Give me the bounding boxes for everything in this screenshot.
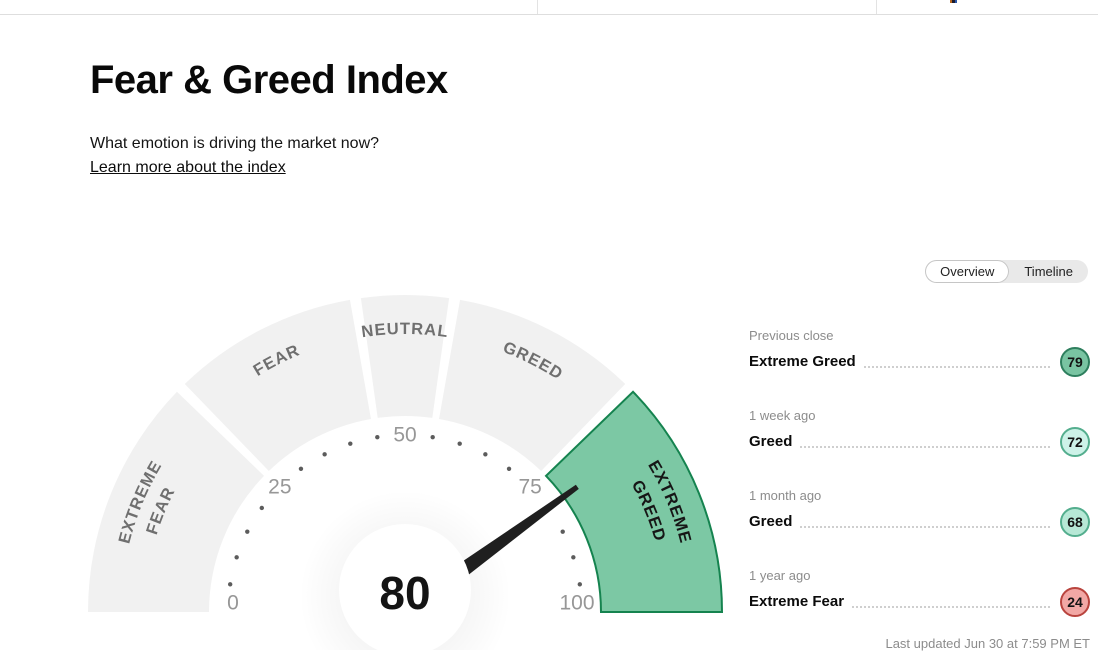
dotted-leader (852, 605, 1050, 608)
top-nav (0, 0, 1098, 15)
scale-dot (457, 441, 462, 446)
dotted-leader (800, 525, 1050, 528)
scale-dot (571, 555, 576, 560)
scale-dot (322, 452, 327, 457)
page-title: Fear & Greed Index (90, 58, 448, 102)
gauge-segment-extreme-greed (544, 390, 724, 613)
page-subtitle: What emotion is driving the market now? (90, 135, 380, 152)
scale-dot (375, 434, 380, 440)
history-row-previous-close: Previous close Extreme Greed 79 (749, 328, 1090, 377)
scale-dot (245, 529, 250, 534)
history-panel: Previous close Extreme Greed 79 1 week ago G… (749, 328, 1090, 648)
history-row-1-month-ago: 1 month ago Greed 68 (749, 488, 1090, 537)
nav-divider (876, 0, 877, 14)
toggle-option-overview[interactable]: Overview (925, 260, 1010, 283)
gauge-segment-greed (439, 299, 626, 472)
history-value-badge: 72 (1060, 426, 1090, 457)
dotted-leader (800, 445, 1050, 448)
scale-dot (298, 466, 304, 471)
gauge-segment-neutral (360, 295, 450, 418)
history-row-1-year-ago: 1 year ago Extreme Fear 24 (749, 568, 1090, 617)
tick-label-0: 0 (227, 592, 239, 615)
logo-fragment-icon (950, 0, 957, 3)
history-value-badge: 79 (1060, 346, 1090, 377)
scale-dot (506, 466, 512, 471)
history-period: 1 year ago (749, 568, 811, 583)
segment-label-neutral: NEUTRAL (360, 320, 449, 341)
center-disc (339, 524, 471, 650)
scale-dot (430, 434, 435, 440)
history-value-badge: 24 (1060, 586, 1090, 617)
scale-dot (234, 555, 239, 560)
learn-more-link[interactable]: Learn more about the index (90, 159, 286, 176)
dotted-leader (863, 365, 1050, 368)
history-period: Previous close (749, 328, 834, 343)
gauge-segment-fear (184, 299, 371, 472)
gauge-needle (452, 484, 579, 581)
tick-label-50: 50 (393, 424, 416, 447)
history-period: 1 week ago (749, 408, 816, 423)
nav-divider (537, 0, 538, 14)
last-updated: Last updated Jun 30 at 7:59 PM ET (885, 636, 1090, 651)
gauge-segment-extreme-fear (88, 391, 265, 612)
history-zone-label: Greed (749, 513, 793, 530)
fear-greed-gauge: 0255075100EXTREMEFEARFEARNEUTRALGREEDEXT… (88, 295, 724, 650)
scale-dot (348, 441, 353, 446)
history-period: 1 month ago (749, 488, 822, 503)
view-toggle: Overview Timeline (925, 260, 1088, 283)
scale-dot (483, 452, 488, 457)
tick-label-25: 25 (268, 475, 291, 498)
scale-dot (560, 529, 565, 534)
history-row-1-week-ago: 1 week ago Greed 72 (749, 408, 1090, 457)
gauge-value: 80 (379, 567, 430, 619)
tick-label-75: 75 (518, 475, 541, 498)
scale-dot (227, 582, 233, 587)
history-zone-label: Extreme Greed (749, 353, 856, 370)
scale-dot (259, 505, 264, 511)
toggle-option-timeline[interactable]: Timeline (1024, 264, 1073, 279)
history-value-badge: 68 (1060, 506, 1090, 537)
scale-dot (577, 582, 583, 587)
tick-label-100: 100 (559, 592, 594, 615)
history-zone-label: Extreme Fear (749, 593, 845, 610)
history-zone-label: Greed (749, 433, 793, 450)
